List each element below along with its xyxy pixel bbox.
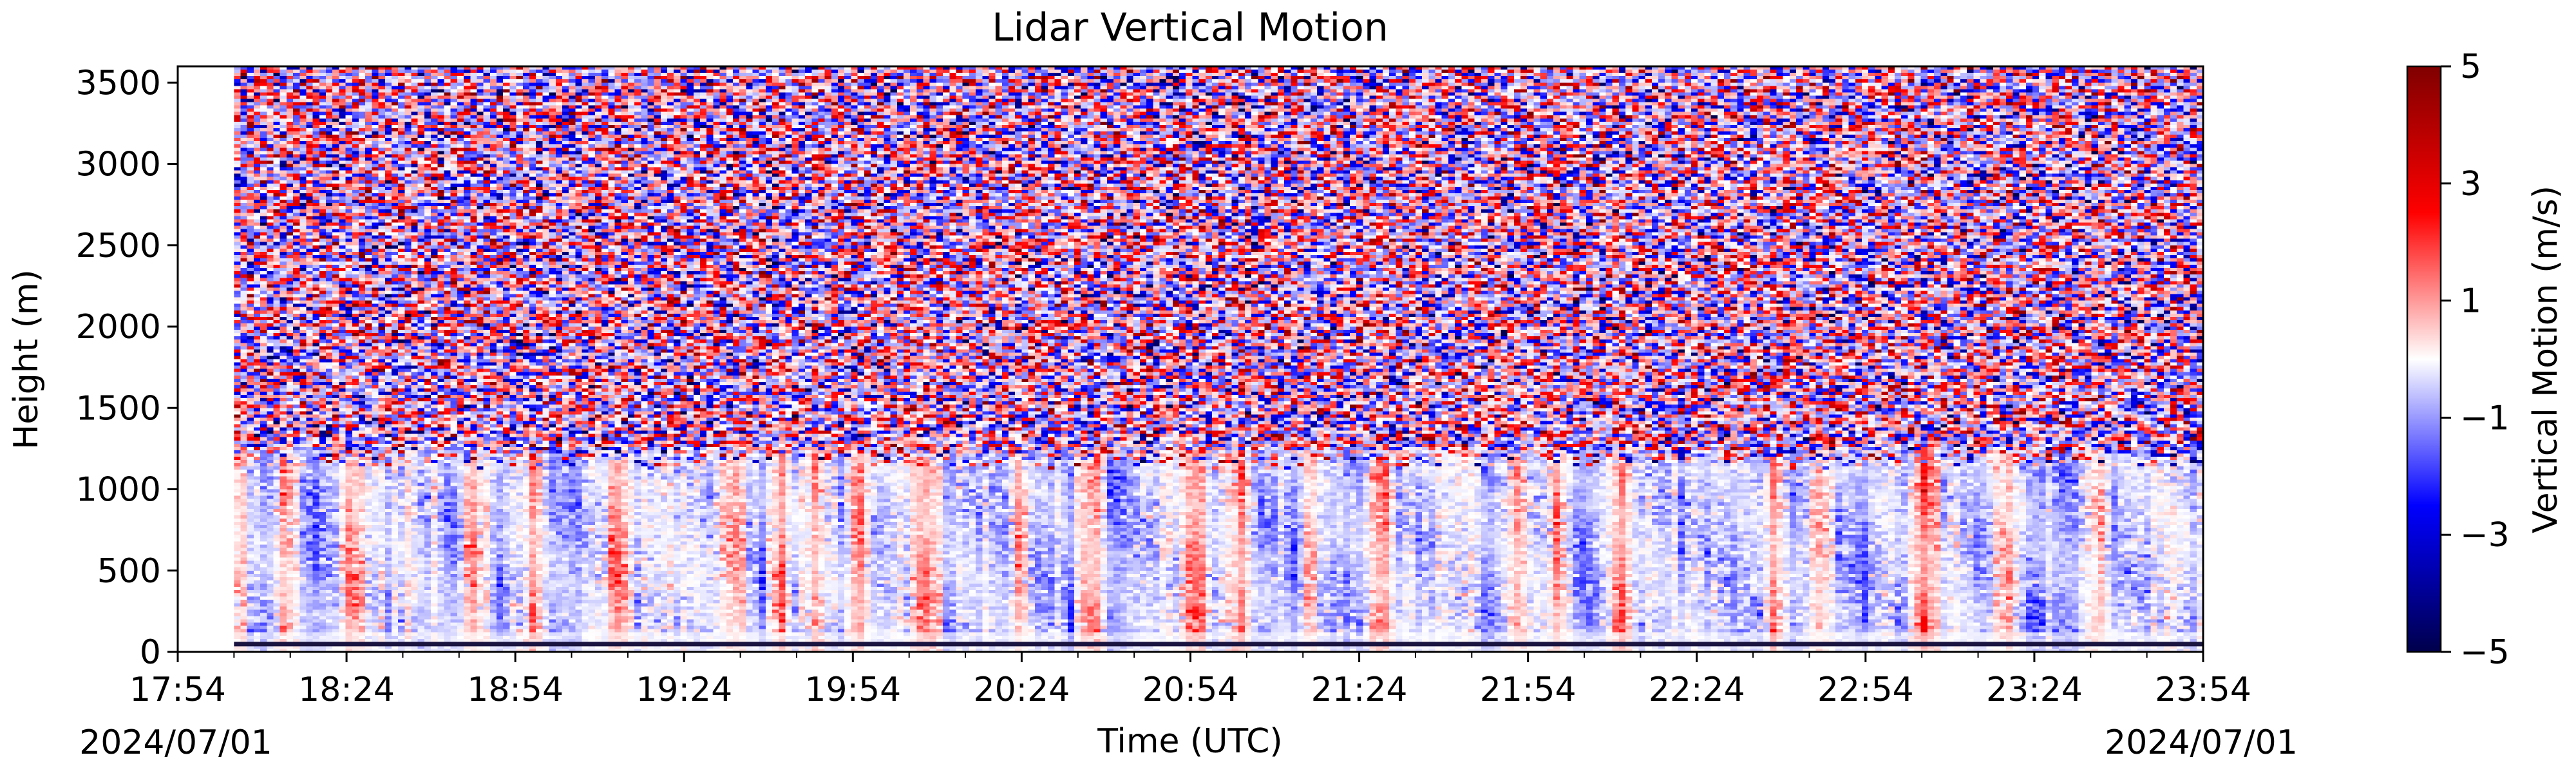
bottom-band — [234, 642, 2203, 647]
heatmap-image — [234, 66, 2203, 652]
x-tick-label: 18:24 — [298, 671, 395, 709]
y-tick-label: 1000 — [76, 471, 161, 510]
x-tick-label: 21:24 — [1311, 671, 1408, 709]
x-tick-label: 21:54 — [1480, 671, 1577, 709]
x-tick-label: 23:24 — [1986, 671, 2083, 709]
colorbar-tick-label: −1 — [2460, 399, 2510, 437]
y-tick-label: 2000 — [76, 308, 161, 347]
x-tick-label: 18:54 — [467, 671, 564, 709]
x-tick-label: 20:24 — [973, 671, 1070, 709]
x-tick-label: 22:24 — [1649, 671, 1745, 709]
y-tick-label: 3000 — [76, 146, 161, 184]
x-tick-label: 20:54 — [1142, 671, 1239, 709]
x-tick-label: 19:24 — [636, 671, 732, 709]
y-axis-label: Height (m) — [7, 269, 46, 450]
x-tick-label: 19:54 — [804, 671, 901, 709]
x-date-right: 2024/07/01 — [2105, 723, 2298, 762]
y-tick-label: 1500 — [76, 389, 161, 428]
x-axis: 17:54 18:24 18:54 19:24 19:54 20:24 20:54 21:24… — [129, 652, 2251, 709]
x-axis-label: Time (UTC) — [1097, 722, 1282, 761]
colorbar-ticks: 5 3 1 −1 −3 −5 — [2441, 48, 2510, 672]
x-tick-label: 23:54 — [2155, 671, 2251, 709]
colorbar-tick-label: −3 — [2460, 516, 2510, 555]
x-tick-label: 17:54 — [129, 671, 226, 709]
colorbar-label: Vertical Motion (m/s) — [2526, 186, 2565, 533]
x-date-left: 2024/07/01 — [79, 723, 272, 762]
y-axis: 0 500 1000 1500 2000 2500 3000 3500 — [76, 64, 178, 672]
y-tick-label: 500 — [97, 552, 161, 591]
colorbar-tick-label: 5 — [2460, 48, 2481, 86]
chart-title: Lidar Vertical Motion — [992, 5, 1388, 50]
y-tick-label: 2500 — [76, 227, 161, 265]
colorbar-tick-label: 1 — [2460, 282, 2481, 321]
heatmap-field — [234, 66, 2203, 652]
y-tick-label: 0 — [140, 633, 161, 672]
y-tick-label: 3500 — [76, 64, 161, 102]
colorbar-tick-label: 3 — [2460, 165, 2481, 204]
colorbar — [2406, 65, 2442, 653]
colorbar-tick-label: −5 — [2460, 633, 2510, 672]
x-tick-label: 22:54 — [1817, 671, 1914, 709]
